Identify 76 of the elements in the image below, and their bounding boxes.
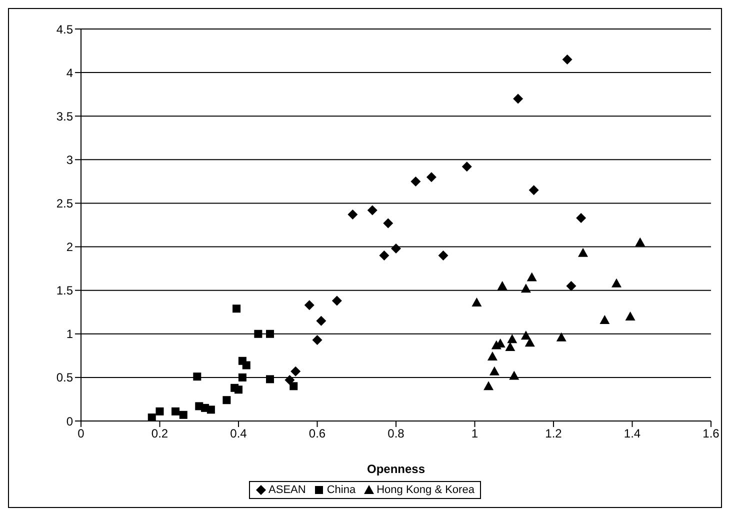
x-tick-label: 0.2 <box>151 426 168 441</box>
point <box>222 396 231 404</box>
y-tick-label: 4.5 <box>56 22 74 36</box>
point <box>520 330 531 340</box>
point <box>234 386 242 394</box>
y-tick-label: 0 <box>66 414 74 428</box>
point <box>367 205 378 216</box>
point <box>238 373 246 382</box>
x-tick-label: 1.2 <box>545 426 562 441</box>
y-tick-label: 3 <box>66 152 74 167</box>
point <box>566 280 576 291</box>
point <box>513 94 524 104</box>
y-tick-label: 4 <box>66 66 74 80</box>
x-tick-label: 1 <box>471 426 478 441</box>
point <box>312 334 322 345</box>
point <box>497 280 508 290</box>
point <box>578 248 588 257</box>
point <box>426 172 436 182</box>
point <box>316 316 326 326</box>
y-tick-label: 1.5 <box>56 284 74 298</box>
y-tick-label: 3.5 <box>56 109 74 124</box>
point <box>438 250 448 260</box>
point <box>156 407 164 416</box>
point <box>612 278 622 288</box>
point <box>462 162 472 172</box>
point <box>206 406 215 414</box>
point <box>472 298 482 307</box>
point <box>625 311 636 320</box>
x-tick-label: 0.6 <box>308 426 326 441</box>
point <box>232 304 241 313</box>
point <box>509 370 520 380</box>
point <box>383 218 394 228</box>
point <box>266 375 274 384</box>
point <box>556 332 566 342</box>
point <box>254 330 262 338</box>
point <box>507 334 518 344</box>
x-tick-label: 0 <box>78 426 85 441</box>
point <box>635 237 646 246</box>
x-tick-label: 0.4 <box>230 426 248 441</box>
legend-label: ASEAN <box>268 484 306 496</box>
point <box>284 375 295 386</box>
y-tick-label: 2.5 <box>56 196 74 210</box>
x-tick-label: 0.8 <box>388 426 405 441</box>
point <box>266 330 274 338</box>
point <box>576 213 586 224</box>
y-tick-label: 1 <box>66 327 74 342</box>
x-tick-label: 1.4 <box>624 426 641 441</box>
point <box>528 185 539 196</box>
point <box>526 272 537 282</box>
point <box>484 381 494 390</box>
x-axis-title: Openness <box>366 462 426 476</box>
point <box>242 361 250 370</box>
legend-label: China <box>326 484 356 496</box>
point <box>562 54 572 64</box>
point <box>290 382 298 390</box>
point <box>348 210 358 220</box>
point <box>148 414 156 421</box>
x-tick-label: 1.6 <box>702 426 720 441</box>
point <box>487 352 498 361</box>
point <box>332 296 342 306</box>
point <box>179 410 188 419</box>
point <box>600 314 610 324</box>
point <box>290 366 301 376</box>
legend-label: Hong Kong & Korea <box>376 484 474 496</box>
point <box>193 372 202 381</box>
point <box>172 407 180 416</box>
point <box>410 176 421 186</box>
y-tick-label: 0.5 <box>56 370 74 385</box>
point <box>520 284 531 293</box>
point <box>304 300 314 310</box>
point <box>391 244 401 254</box>
point <box>379 250 390 260</box>
point <box>524 338 535 347</box>
point <box>505 342 516 351</box>
y-tick-label: 2 <box>66 240 74 254</box>
point <box>489 366 500 376</box>
